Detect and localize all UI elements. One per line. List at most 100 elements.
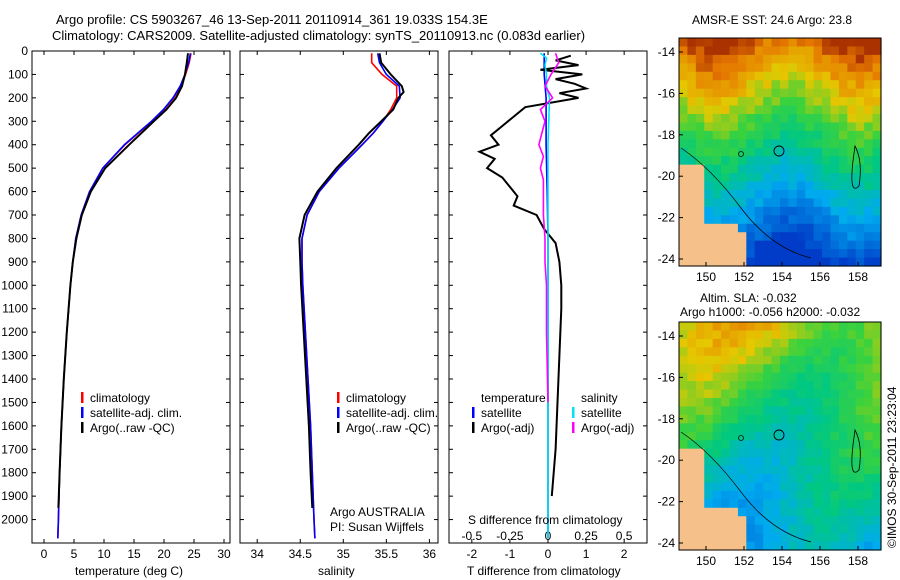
map-cell [872, 46, 882, 56]
map-cell [872, 105, 882, 115]
map-cell [754, 389, 764, 399]
argo-float-marker [773, 145, 785, 157]
map-cell [754, 355, 764, 365]
map-cell [763, 507, 773, 517]
map-cell [746, 389, 756, 399]
map-cell [805, 181, 815, 191]
map-cell [771, 347, 781, 357]
map-cell [796, 465, 806, 475]
map-cell [872, 88, 882, 98]
map-cell [855, 364, 865, 374]
x-tick-label: 1 [583, 547, 590, 561]
map-cell [721, 347, 731, 357]
map-cell [704, 389, 714, 399]
map-cell [763, 223, 773, 233]
map-cell [855, 524, 865, 534]
map-cell [805, 499, 815, 509]
map-cell [746, 173, 756, 183]
map-cell [704, 215, 714, 225]
map-cell [704, 105, 714, 115]
map-cell [788, 190, 798, 200]
map-cell [687, 105, 697, 115]
map-cell [704, 355, 714, 365]
depth-tick-label: 1100 [2, 302, 28, 316]
map-cell [721, 406, 731, 416]
map-cell [687, 541, 697, 551]
temperature-x-axis: 0 5 10 15 20 25 30 [41, 51, 231, 561]
map-cell [712, 499, 722, 509]
map-cell [729, 223, 739, 233]
map-cell [704, 381, 714, 391]
x-tick-label-top: 0.5 [616, 529, 633, 543]
map-cell [838, 46, 848, 56]
map-cell [771, 414, 781, 424]
map-cell [813, 414, 823, 424]
map-cell [864, 105, 874, 115]
map-cell [805, 338, 815, 348]
map-cell [729, 105, 739, 115]
map-cell [847, 181, 857, 191]
map-cell [704, 80, 714, 90]
depth-tick-label: 2000 [1, 513, 28, 527]
map-cell [729, 80, 739, 90]
map-cell [754, 347, 764, 357]
map-cell [838, 423, 848, 433]
map-cell [864, 215, 874, 225]
map-cell [780, 54, 790, 64]
map-cell [737, 440, 747, 450]
map-cell [746, 198, 756, 208]
depth-tick-label: 0 [21, 44, 28, 58]
map-cell [805, 507, 815, 517]
map-cell [864, 173, 874, 183]
map-cell [754, 198, 764, 208]
map-cell [687, 63, 697, 73]
map-cell [796, 507, 806, 517]
depth-tick-label: 1400 [1, 372, 28, 386]
map-cell [679, 173, 689, 183]
map-cell [813, 507, 823, 517]
map-cell [763, 457, 773, 467]
map-cell [830, 533, 840, 543]
map-cell [737, 249, 747, 259]
map-cell [704, 398, 714, 408]
map-cell [763, 88, 773, 98]
map-cell [822, 63, 832, 73]
map-cell [721, 257, 731, 267]
map-cell [864, 156, 874, 166]
difference-panel: -2 -1 0 1 2-0.5 -0.25 0 0.25 0.5 temperature sat… [448, 50, 648, 578]
map-cell [712, 389, 722, 399]
map-cell [679, 147, 689, 157]
map-cell [704, 206, 714, 216]
map-cell [746, 71, 756, 81]
depth-tick-label: 1200 [1, 325, 28, 339]
map-cell [780, 63, 790, 73]
map-cell [687, 173, 697, 183]
map-cell [838, 130, 848, 140]
map-cell [721, 355, 731, 365]
map-cell [712, 147, 722, 157]
map-cell [679, 330, 689, 340]
map-cell [805, 156, 815, 166]
map-cell [695, 173, 705, 183]
map-cell [872, 524, 882, 534]
temperature-xlabel: temperature (deg C) [75, 564, 183, 578]
sst-map-title: AMSR-E SST: 24.6 Argo: 23.8 [692, 13, 852, 27]
map-cell [830, 389, 840, 399]
map-cell [813, 398, 823, 408]
map-cell [788, 389, 798, 399]
map-cell [788, 223, 798, 233]
map-cell [771, 46, 781, 56]
map-cell [830, 257, 840, 267]
map-cell [687, 122, 697, 132]
map-cell [813, 474, 823, 484]
map-cell [780, 431, 790, 441]
map-cell [729, 130, 739, 140]
map-cell [687, 46, 697, 56]
map-cell [712, 114, 722, 124]
map-cell [780, 240, 790, 250]
map-cell [813, 88, 823, 98]
map-cell [813, 364, 823, 374]
map-cell [872, 507, 882, 517]
map-cell [796, 190, 806, 200]
map-cell [712, 516, 722, 526]
